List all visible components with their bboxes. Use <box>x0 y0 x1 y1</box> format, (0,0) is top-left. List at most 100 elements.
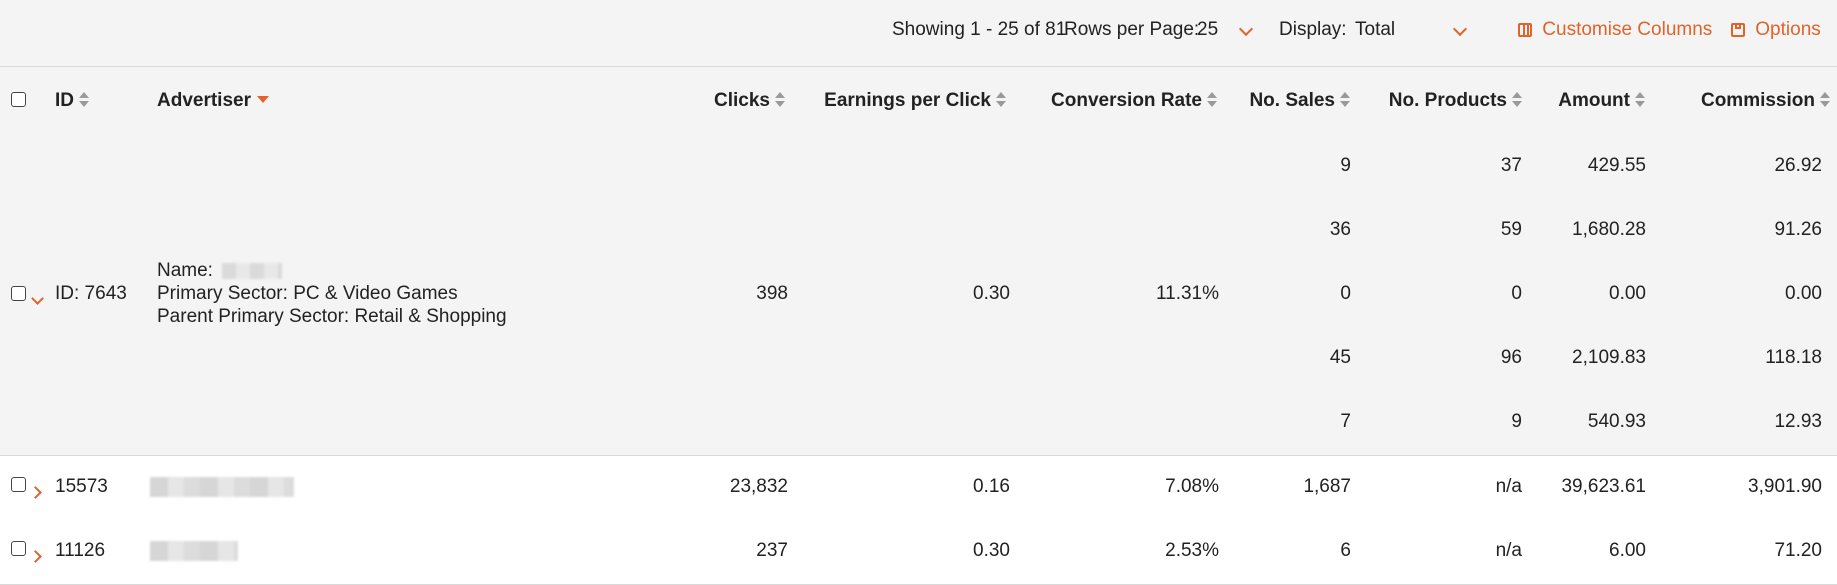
advertiser-name-label: Name: <box>157 260 213 281</box>
epc-value: 0.30 <box>973 283 1010 304</box>
sub-row-amount: 1,680.28 <box>1572 219 1646 240</box>
rows-per-page-value: 25 <box>1197 19 1219 40</box>
column-header-epc[interactable]: Earnings per Click <box>824 89 1006 113</box>
products-value: n/a <box>1495 476 1522 497</box>
row-id: 11126 <box>55 540 106 561</box>
save-icon <box>1731 23 1745 37</box>
column-header-amount[interactable]: Amount <box>1558 89 1645 113</box>
column-header-label: No. Sales <box>1249 90 1335 111</box>
sub-row-sales: 36 <box>1329 219 1351 240</box>
column-header-label: ID <box>55 90 74 111</box>
commission-value: 3,901.90 <box>1748 476 1822 497</box>
display-select[interactable]: Total <box>1355 17 1475 43</box>
sub-row-commission: 118.18 <box>1765 347 1822 368</box>
column-header-label: No. Products <box>1388 90 1507 111</box>
sub-row-commission: 0.00 <box>1785 283 1822 304</box>
sort-desc-icon <box>257 96 269 103</box>
sub-row-sales: 7 <box>1340 411 1351 432</box>
column-header-advertiser[interactable]: Advertiser <box>157 89 269 113</box>
options-button[interactable]: Options <box>1731 17 1821 43</box>
sort-icon <box>1820 92 1830 108</box>
sub-row-products: 9 <box>1511 411 1522 432</box>
row-id: ID: 7643 <box>55 283 127 304</box>
commission-value: 71.20 <box>1774 540 1822 561</box>
sub-row-amount: 2,109.83 <box>1572 347 1646 368</box>
table-row[interactable]: 11126 237 0.30 2.53% 6 n/a 6.00 71.20 <box>0 520 1837 585</box>
options-label: Options <box>1755 19 1821 40</box>
sort-icon <box>996 92 1006 108</box>
column-header-label: Earnings per Click <box>824 90 991 111</box>
advertiser-details: Name: Primary Sector: PC & Video Games P… <box>157 259 507 328</box>
chevron-down-icon <box>1452 19 1468 45</box>
column-header-clicks[interactable]: Clicks <box>714 89 785 113</box>
amount-value: 6.00 <box>1609 540 1646 561</box>
table-toolbar: Showing 1 - 25 of 81 Rows per Page: 25 D… <box>0 0 1837 67</box>
chevron-down-icon <box>1238 19 1254 45</box>
column-header-conversion-rate[interactable]: Conversion Rate <box>1051 89 1217 113</box>
rows-per-page-select[interactable]: 25 <box>1197 17 1257 43</box>
customise-columns-label: Customise Columns <box>1542 19 1713 40</box>
column-header-id[interactable]: ID <box>55 89 89 113</box>
sub-row-sales: 9 <box>1340 155 1351 176</box>
sort-icon <box>775 92 785 108</box>
column-header-commission[interactable]: Commission <box>1701 89 1830 113</box>
epc-value: 0.30 <box>973 540 1010 561</box>
column-header-products[interactable]: No. Products <box>1389 89 1522 113</box>
conversion-rate-value: 7.08% <box>1165 476 1219 497</box>
column-header-label: Conversion Rate <box>1051 90 1202 111</box>
sub-row-sales: 0 <box>1340 283 1351 304</box>
amount-value: 39,623.61 <box>1561 476 1646 497</box>
row-id: 15573 <box>55 476 108 497</box>
sort-icon <box>1207 92 1217 108</box>
parent-primary-sector: Parent Primary Sector: Retail & Shopping <box>157 306 507 327</box>
display-label: Display: <box>1279 19 1347 40</box>
clicks-value: 237 <box>756 540 788 561</box>
customise-columns-button[interactable]: Customise Columns <box>1518 17 1712 43</box>
sub-row-sales: 45 <box>1329 347 1351 368</box>
sub-row-products: 96 <box>1500 347 1522 368</box>
clicks-value: 23,832 <box>729 476 788 497</box>
sub-row-commission: 12.93 <box>1774 411 1822 432</box>
sales-value: 6 <box>1340 540 1351 561</box>
sub-row-commission: 26.92 <box>1774 155 1822 176</box>
row-checkbox[interactable] <box>11 477 26 492</box>
clicks-value: 398 <box>756 283 788 304</box>
sub-row-amount: 540.93 <box>1587 411 1646 432</box>
row-checkbox[interactable] <box>11 541 26 556</box>
table-header: ID Advertiser Clicks Earnings per Click … <box>0 67 1837 135</box>
sort-icon <box>1340 92 1350 108</box>
pagination-summary: Showing 1 - 25 of 81 <box>892 19 1067 40</box>
redacted-advertiser-name <box>150 541 238 561</box>
sub-row-commission: 91.26 <box>1774 219 1822 240</box>
sub-row-amount: 0.00 <box>1609 283 1646 304</box>
sub-row-products: 37 <box>1500 155 1522 176</box>
columns-icon <box>1518 23 1532 37</box>
redacted-name <box>222 262 283 279</box>
conversion-rate-value: 2.53% <box>1165 540 1219 561</box>
table-row-expanded[interactable]: ID: 7643 Name: Primary Sector: PC & Vide… <box>0 135 1837 456</box>
sort-icon <box>1635 92 1645 108</box>
sub-row-amount: 429.55 <box>1587 155 1646 176</box>
products-value: n/a <box>1495 540 1522 561</box>
epc-value: 0.16 <box>973 476 1010 497</box>
row-checkbox[interactable] <box>11 286 26 301</box>
redacted-advertiser-name <box>150 477 294 497</box>
column-header-label: Amount <box>1558 90 1630 111</box>
sales-value: 1,687 <box>1303 476 1351 497</box>
table-row[interactable]: 15573 23,832 0.16 7.08% 1,687 n/a 39,623… <box>0 456 1837 521</box>
sort-icon <box>79 92 89 108</box>
rows-per-page-label: Rows per Page: <box>1064 19 1200 40</box>
chevron-right-icon[interactable] <box>29 545 42 567</box>
column-header-sales[interactable]: No. Sales <box>1249 89 1350 113</box>
advertiser-name-line: Name: <box>157 259 507 282</box>
conversion-rate-value: 11.31% <box>1155 283 1219 304</box>
column-header-label: Commission <box>1700 90 1815 111</box>
chevron-down-icon[interactable] <box>31 287 44 309</box>
column-header-label: Clicks <box>714 90 770 111</box>
primary-sector: Primary Sector: PC & Video Games <box>157 283 458 304</box>
select-all-checkbox[interactable] <box>11 92 26 107</box>
sort-icon <box>1512 92 1522 108</box>
chevron-right-icon[interactable] <box>29 481 42 503</box>
sub-row-products: 0 <box>1511 283 1522 304</box>
